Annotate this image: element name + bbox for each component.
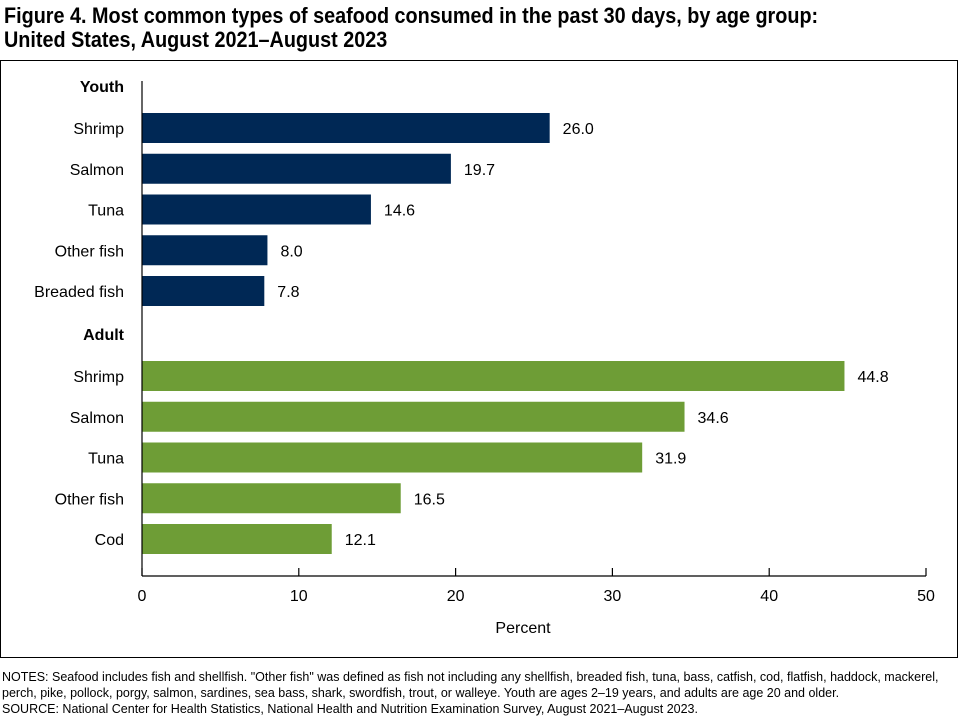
bar-0-1 xyxy=(142,153,451,184)
category-label-0-2: Tuna xyxy=(88,203,124,220)
data-label-0-3: 8.0 xyxy=(280,243,302,260)
data-label-0-0: 26.0 xyxy=(563,121,594,138)
x-tick-label-0: 0 xyxy=(138,588,147,605)
category-label-1-1: Salmon xyxy=(70,410,124,427)
data-label-0-1: 19.7 xyxy=(464,162,495,179)
x-tick-label-5: 50 xyxy=(917,588,935,605)
category-label-0-3: Other fish xyxy=(55,243,124,260)
category-label-1-4: Cod xyxy=(95,532,124,549)
x-tick-label-2: 20 xyxy=(447,588,465,605)
chart-title: Figure 4. Most common types of seafood c… xyxy=(4,4,859,52)
bar-1-3 xyxy=(142,483,401,514)
x-tick-label-1: 10 xyxy=(290,588,308,605)
source-text: SOURCE: National Center for Health Stati… xyxy=(2,702,698,716)
bar-1-2 xyxy=(142,442,643,473)
x-tick-label-4: 40 xyxy=(760,588,778,605)
data-label-1-2: 31.9 xyxy=(655,451,686,468)
bar-0-2 xyxy=(142,194,371,225)
category-label-1-0: Shrimp xyxy=(73,369,124,386)
chart-notes: NOTES: Seafood includes fish and shellfi… xyxy=(2,669,958,717)
group-label-1: Adult xyxy=(83,327,125,344)
bar-chart: Youth Shrimp 26.0 Salmon 19.7 Tuna 14.6 Other f… xyxy=(34,79,935,637)
chart-title-line1: Figure 4. Most common types of seafood c… xyxy=(4,3,819,28)
chart-frame: Youth Shrimp 26.0 Salmon 19.7 Tuna 14.6 Other f… xyxy=(0,60,958,658)
x-tick-label-3: 30 xyxy=(604,588,622,605)
bar-0-3 xyxy=(142,235,268,266)
notes-text: NOTES: Seafood includes fish and shellfi… xyxy=(2,670,939,700)
bar-0-0 xyxy=(142,113,550,143)
bar-0-4 xyxy=(142,276,265,306)
category-label-0-4: Breaded fish xyxy=(34,284,124,301)
category-label-1-3: Other fish xyxy=(55,491,124,508)
category-label-0-0: Shrimp xyxy=(73,121,124,138)
bar-1-0 xyxy=(142,361,845,391)
category-label-0-1: Salmon xyxy=(70,162,124,179)
x-axis-label: Percent xyxy=(495,620,551,637)
bar-1-4 xyxy=(142,524,332,554)
data-label-1-4: 12.1 xyxy=(345,532,376,549)
data-label-1-0: 44.8 xyxy=(857,369,888,386)
chart-subtitle: United States, August 2021–August 2023 xyxy=(4,27,388,52)
bar-1-1 xyxy=(142,401,685,432)
data-label-0-2: 14.6 xyxy=(384,203,415,220)
data-label-0-4: 7.8 xyxy=(277,284,299,301)
category-label-1-2: Tuna xyxy=(88,451,124,468)
data-label-1-3: 16.5 xyxy=(414,491,445,508)
data-label-1-1: 34.6 xyxy=(698,410,729,427)
group-label-0: Youth xyxy=(80,79,124,96)
